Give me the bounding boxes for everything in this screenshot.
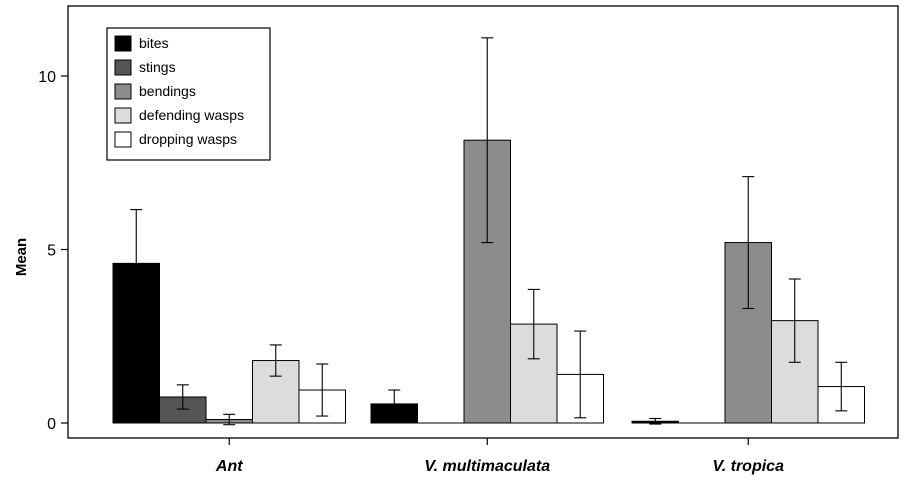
error-bar-dropping-wasps-v-tropica	[835, 361, 848, 412]
legend: bites stings bendings defending wasps droppi…	[106, 27, 271, 161]
legend-swatch-stings	[114, 59, 132, 76]
legend-label-stings: stings	[139, 59, 176, 75]
x-tick-label-ant: Ant	[215, 458, 243, 475]
error-bar-defending-wasps-v-multimaculata	[527, 288, 540, 360]
error-bar-bites-v-tropica	[649, 417, 662, 425]
error-bar-bendings-v-multimaculata	[481, 37, 494, 244]
legend-box	[106, 27, 271, 161]
x-tick-label-v-multimaculata: V. multimaculata	[424, 458, 550, 475]
error-bar-defending-wasps-ant	[269, 344, 282, 377]
error-bar-stings-ant	[176, 384, 189, 410]
error-bar-bites-v-multimaculata	[388, 389, 401, 419]
error-bar-bendings-v-tropica	[742, 176, 755, 310]
legend-swatch-dropping-wasps	[114, 131, 132, 148]
legend-swatch-bites	[114, 35, 132, 52]
legend-label-bites: bites	[139, 35, 169, 51]
y-axis: 0 5 10	[38, 69, 68, 433]
error-bar-dropping-wasps-v-multimaculata	[574, 330, 587, 419]
y-tick-label-0: 0	[47, 416, 56, 433]
bars-layer	[112, 37, 865, 426]
y-axis-label: Mean	[13, 238, 30, 276]
error-bar-bites-ant	[130, 209, 143, 318]
y-tick-label-5: 5	[47, 243, 56, 260]
legend-label-defending-wasps: defending wasps	[139, 107, 244, 123]
legend-label-dropping-wasps: dropping wasps	[139, 131, 237, 147]
error-bar-bendings-ant	[223, 413, 236, 426]
y-tick-label-10: 10	[38, 69, 56, 86]
x-tick-label-v-tropica: V. tropica	[713, 458, 785, 475]
error-bar-defending-wasps-v-tropica	[788, 278, 801, 363]
legend-swatch-defending-wasps	[114, 107, 132, 124]
legend-swatch-bendings	[114, 83, 132, 100]
error-bar-dropping-wasps-ant	[316, 363, 329, 417]
plot-frame	[67, 5, 899, 439]
x-axis: Ant V. multimaculata V. tropica	[215, 438, 784, 475]
legend-label-bendings: bendings	[139, 83, 196, 99]
